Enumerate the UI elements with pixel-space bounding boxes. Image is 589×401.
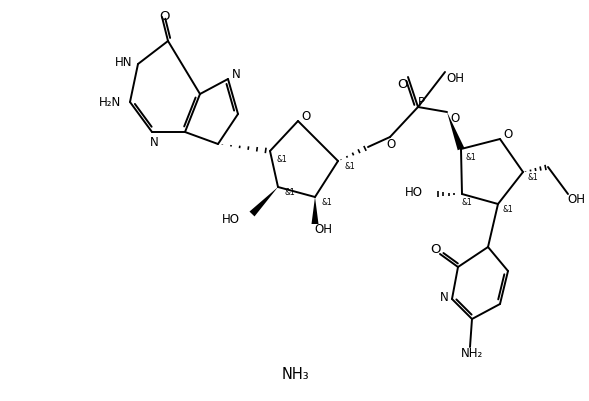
Text: HO: HO	[222, 213, 240, 226]
Text: &1: &1	[528, 173, 538, 182]
Text: O: O	[430, 243, 440, 256]
Text: O: O	[386, 138, 396, 151]
Text: OH: OH	[567, 193, 585, 206]
Text: NH₂: NH₂	[461, 346, 483, 360]
Text: N: N	[439, 291, 448, 304]
Text: HN: HN	[115, 57, 133, 69]
Text: O: O	[159, 10, 169, 22]
Text: O: O	[504, 127, 512, 140]
Text: O: O	[302, 109, 310, 122]
Text: NH₃: NH₃	[281, 367, 309, 381]
Text: HO: HO	[405, 186, 423, 199]
Text: N: N	[231, 68, 240, 81]
Polygon shape	[312, 198, 319, 225]
Text: &1: &1	[284, 188, 295, 197]
Text: P: P	[418, 96, 425, 109]
Text: &1: &1	[277, 155, 287, 164]
Polygon shape	[447, 113, 464, 151]
Text: &1: &1	[462, 198, 472, 207]
Text: OH: OH	[446, 71, 464, 84]
Text: &1: &1	[466, 153, 477, 162]
Text: &1: &1	[345, 162, 355, 171]
Polygon shape	[250, 188, 278, 217]
Text: O: O	[397, 77, 407, 90]
Text: N: N	[150, 136, 158, 149]
Text: H₂N: H₂N	[99, 95, 121, 108]
Text: OH: OH	[314, 223, 332, 236]
Text: &1: &1	[502, 205, 514, 214]
Text: O: O	[451, 111, 459, 124]
Text: &1: &1	[322, 198, 332, 207]
